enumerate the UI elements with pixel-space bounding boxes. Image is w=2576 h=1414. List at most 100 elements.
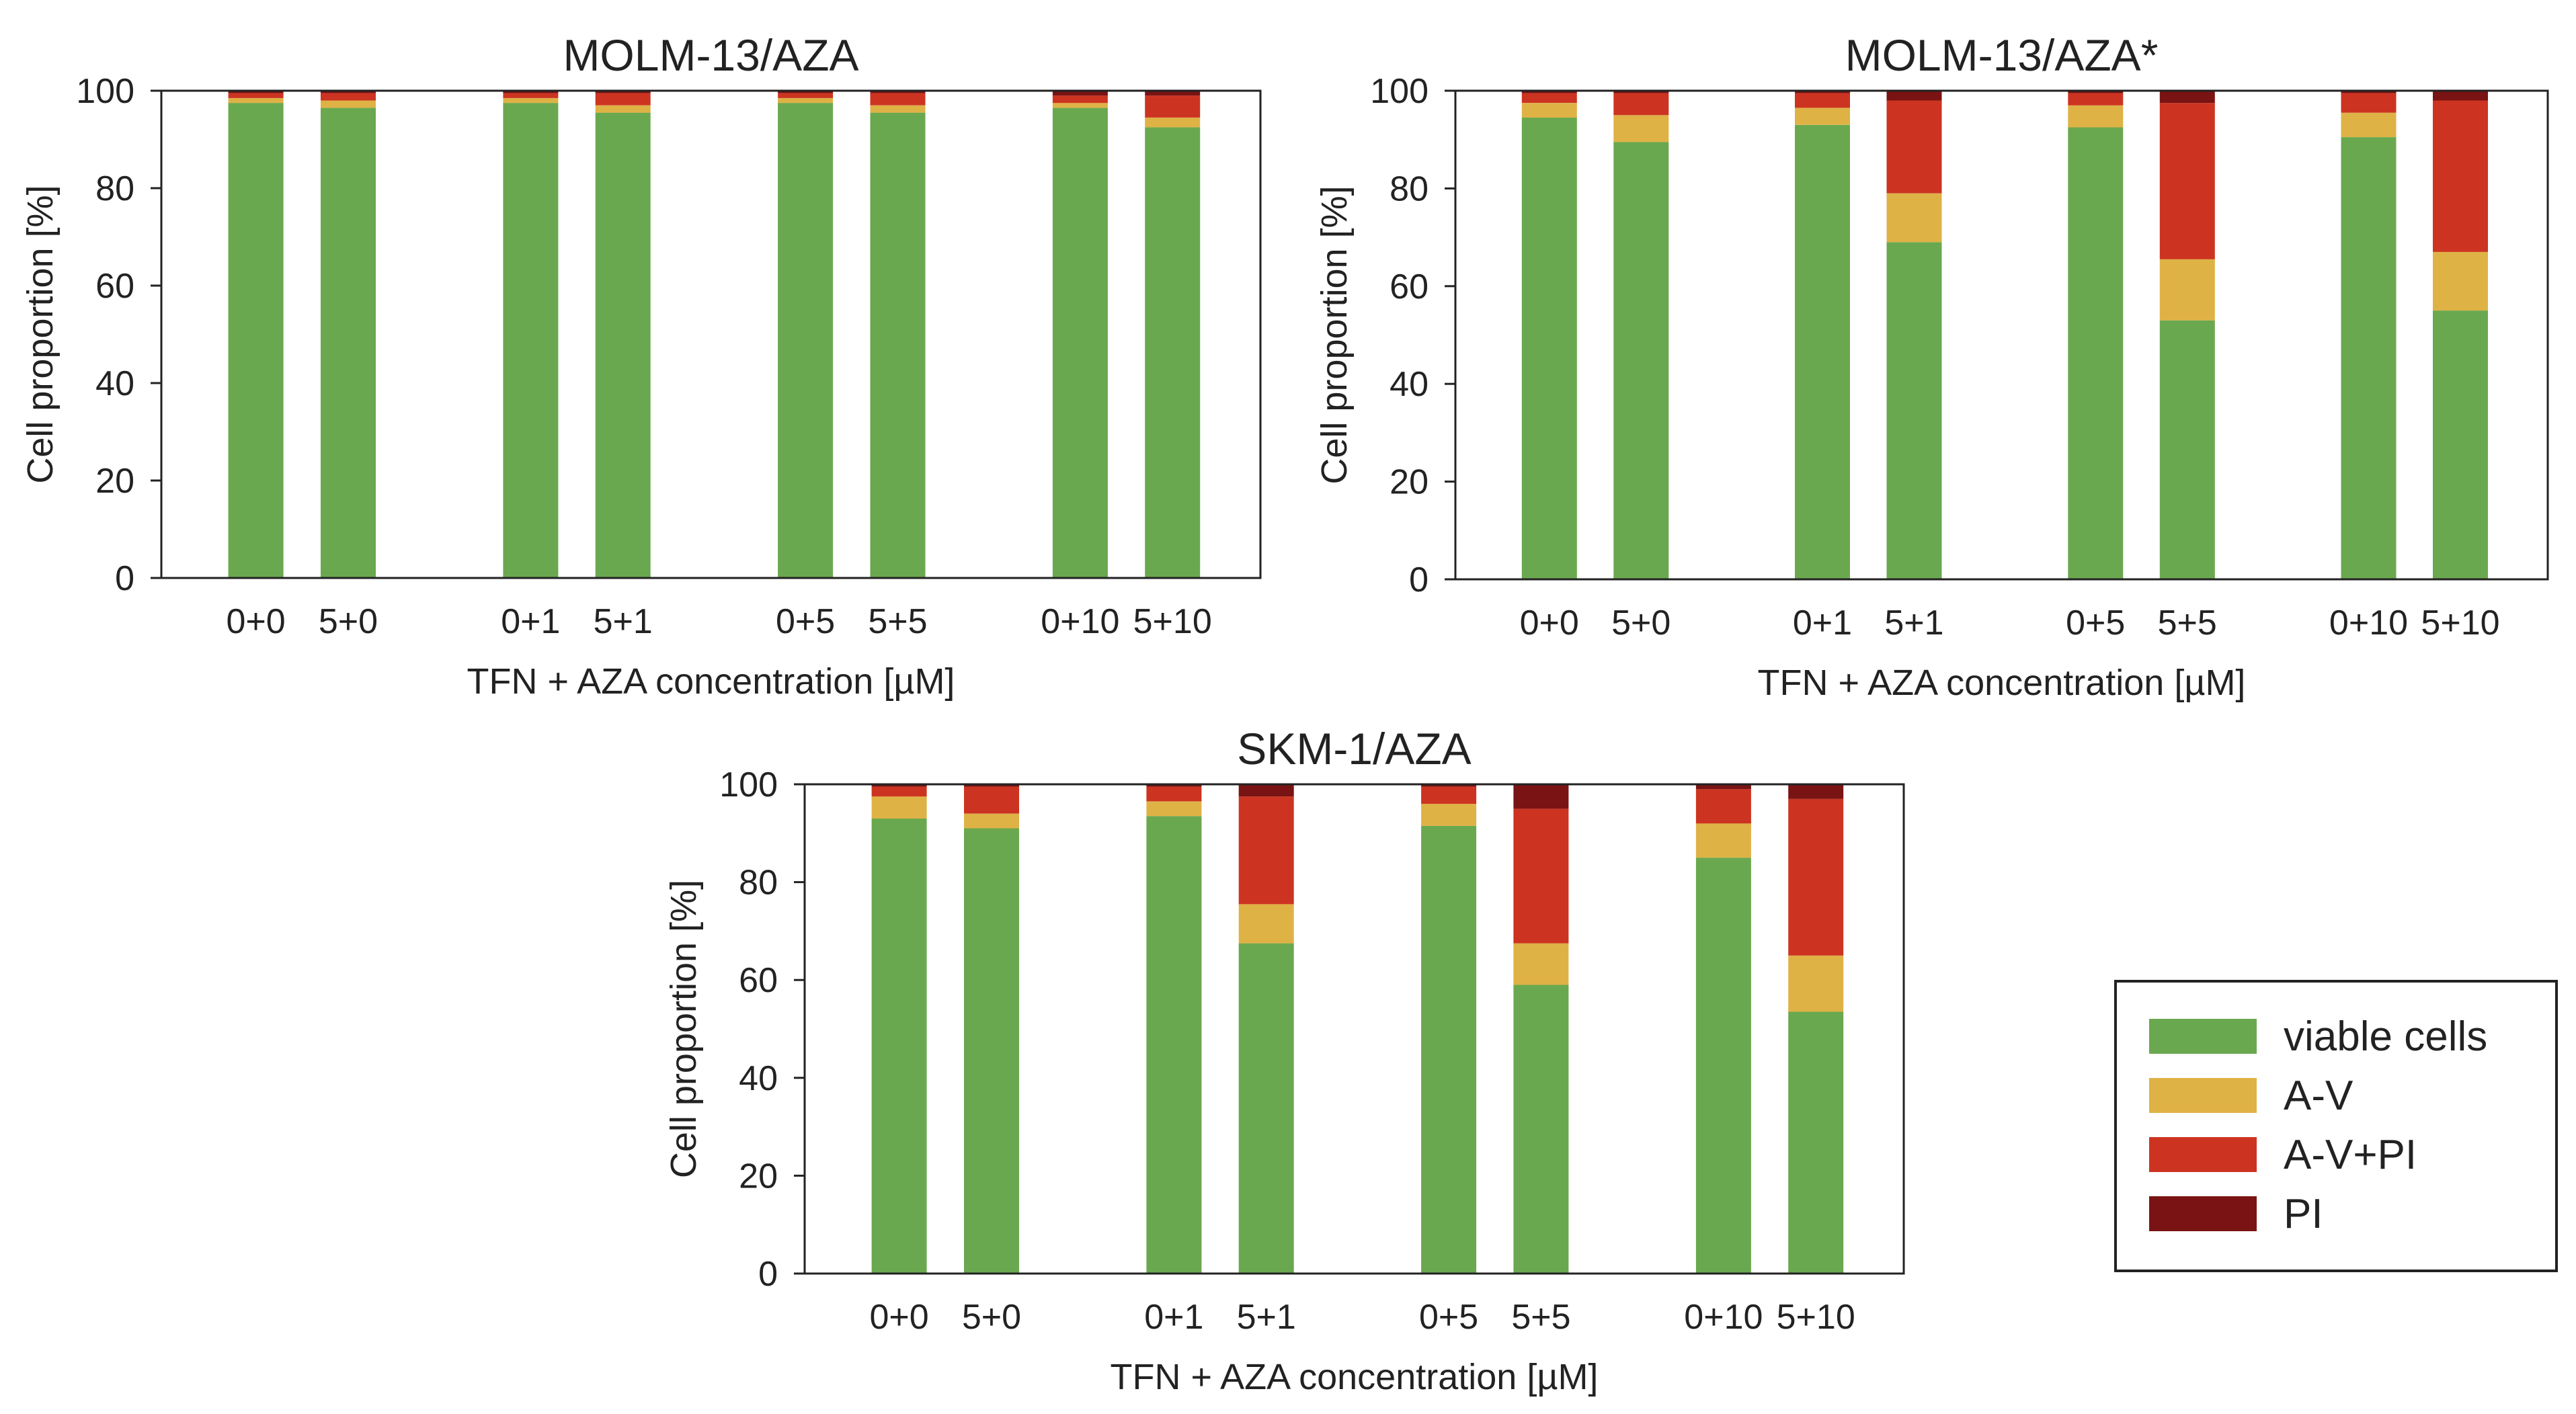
bar-viable-cells-0-0 [228,103,284,579]
bar-viable-cells-5-1 [1886,242,1942,579]
bar-viable-cells-5-1 [1238,943,1294,1274]
bar-viable-cells-5-10 [1788,1011,1844,1274]
bar-a-v-pi-5-10 [2433,100,2488,252]
bar-viable-cells-5-0 [1613,142,1669,580]
bar-pi-5-1 [595,91,651,93]
bar-a-v-pi-0-1 [1146,786,1202,802]
bar-a-v-pi-0-10 [1695,789,1751,824]
bar-a-v-5-1 [1238,904,1294,944]
legend-swatch-pi [2149,1196,2257,1231]
bar-a-v-pi-5-1 [595,93,651,106]
legend-item-a-v-pi: A-V+PI [2149,1132,2417,1178]
bar-viable-cells-0-5 [2068,127,2124,579]
bar-a-v-5-1 [1886,193,1942,243]
y-tick-label: 60 [1390,267,1428,306]
legend-label-a-v-pi: A-V+PI [2284,1131,2417,1178]
legend-item-pi: PI [2149,1191,2323,1237]
bar-a-v-pi-0-10 [2341,93,2397,113]
bar-a-v-5-0 [1613,115,1669,142]
plot-frame [160,89,1262,579]
y-tick-label: 0 [758,1255,778,1294]
bar-viable-cells-0-5 [778,103,834,579]
x-tick-label: 5+0 [1611,604,1671,642]
chart-molm13-aza: 0 20 40 60 80 100 0+0 5+0 0+1 5+1 0+5 5+5 0+10 5+10 MO… [20,30,1262,702]
bar-a-v-0-0 [871,796,927,819]
x-tick-label: 5+10 [1777,1298,1855,1337]
bar-pi-5-10 [1145,91,1201,96]
chart-skm1-aza: 0 20 40 60 80 100 0+0 5+0 0+1 5+1 0+5 5+5 0+10 5+10 SK… [663,724,1905,1397]
bar-a-v-pi-5-0 [964,786,1019,814]
y-axis-label: Cell proportion [%] [20,185,61,483]
y-tick-label: 80 [95,169,134,208]
bar-pi-0-0 [871,784,927,787]
y-axis-label: Cell proportion [%] [663,880,704,1178]
bar-viable-cells-0-5 [1421,825,1477,1274]
x-axis-label: TFN + AZA concentration [µM] [1111,1357,1599,1397]
chart-title: MOLM-13/AZA* [1845,30,2159,80]
bar-a-v-0-5 [1421,804,1477,826]
bar-pi-0-0 [1521,91,1577,93]
y-tick-label: 40 [739,1059,778,1098]
x-tick-label: 0+0 [1520,604,1579,642]
bar-pi-5-5 [870,91,926,93]
x-tick-label: 5+1 [1884,604,1943,642]
bar-a-v-pi-5-10 [1788,798,1844,956]
bar-viable-cells-0-10 [2341,137,2397,580]
bar-viable-cells-0-1 [1146,816,1202,1274]
x-tick-label: 5+10 [1133,602,1212,641]
bar-a-v-5-10 [2433,251,2488,311]
bar-a-v-pi-5-5 [1513,808,1569,944]
y-tick-label: 100 [719,765,778,804]
bar-a-v-0-1 [503,97,559,103]
bar-pi-0-1 [1146,784,1202,787]
x-tick-label: 0+1 [501,602,560,641]
x-axis-label: TFN + AZA concentration [µM] [1758,663,2246,703]
x-tick-label: 5+1 [1237,1298,1296,1337]
y-tick-label: 100 [76,72,134,111]
y-tick-label: 100 [1370,72,1428,111]
bar-a-v-pi-0-5 [778,93,834,98]
y-tick-label: 60 [95,267,134,306]
bar-viable-cells-5-5 [870,112,926,579]
bar-a-v-pi-5-10 [1145,95,1201,118]
y-tick-label: 0 [1409,560,1428,599]
bar-pi-5-5 [2159,91,2215,103]
bar-a-v-0-10 [1695,823,1751,858]
bar-viable-cells-5-0 [964,828,1019,1274]
bar-a-v-pi-5-0 [1613,93,1669,116]
bar-viable-cells-5-10 [1145,127,1201,578]
y-tick-label: 20 [739,1157,778,1196]
x-tick-label: 5+10 [2421,604,2499,642]
bar-a-v-5-5 [870,105,926,113]
bar-pi-0-10 [1052,91,1108,96]
bar-pi-5-0 [1613,91,1669,93]
bar-a-v-pi-0-1 [503,93,559,98]
bar-a-v-0-5 [778,97,834,103]
x-axis-label: TFN + AZA concentration [µM] [467,661,955,702]
y-tick-label: 40 [95,364,134,403]
bar-a-v-5-5 [2159,259,2215,321]
bar-pi-5-5 [1513,784,1569,809]
bar-viable-cells-5-5 [1513,985,1569,1274]
bar-a-v-5-0 [321,100,376,108]
bar-viable-cells-5-5 [2159,320,2215,579]
x-tick-label: 0+5 [2066,604,2125,642]
bar-pi-5-1 [1886,91,1942,101]
bar-pi-5-0 [964,784,1019,787]
bar-a-v-pi-5-5 [2159,103,2215,259]
x-tick-label: 5+1 [594,602,653,641]
bar-a-v-pi-5-1 [1238,796,1294,905]
bar-viable-cells-0-1 [503,103,559,579]
bar-pi-5-1 [1238,784,1294,797]
chart-molm13-aza-star: 0 20 40 60 80 100 0+0 5+0 0+1 5+1 0+5 5+5 0+10 5+10 MO… [1314,30,2549,703]
bar-pi-0-5 [2068,91,2124,93]
y-tick-label: 20 [1390,463,1428,502]
plot-frame [803,783,1905,1275]
x-tick-label: 0+0 [227,602,286,641]
legend-item-viable-cells: viable cells [2149,1013,2487,1060]
y-tick-label: 80 [1390,169,1428,208]
y-tick-label: 60 [739,961,778,1000]
bar-pi-0-10 [1695,784,1751,790]
x-tick-label: 0+1 [1144,1298,1203,1337]
